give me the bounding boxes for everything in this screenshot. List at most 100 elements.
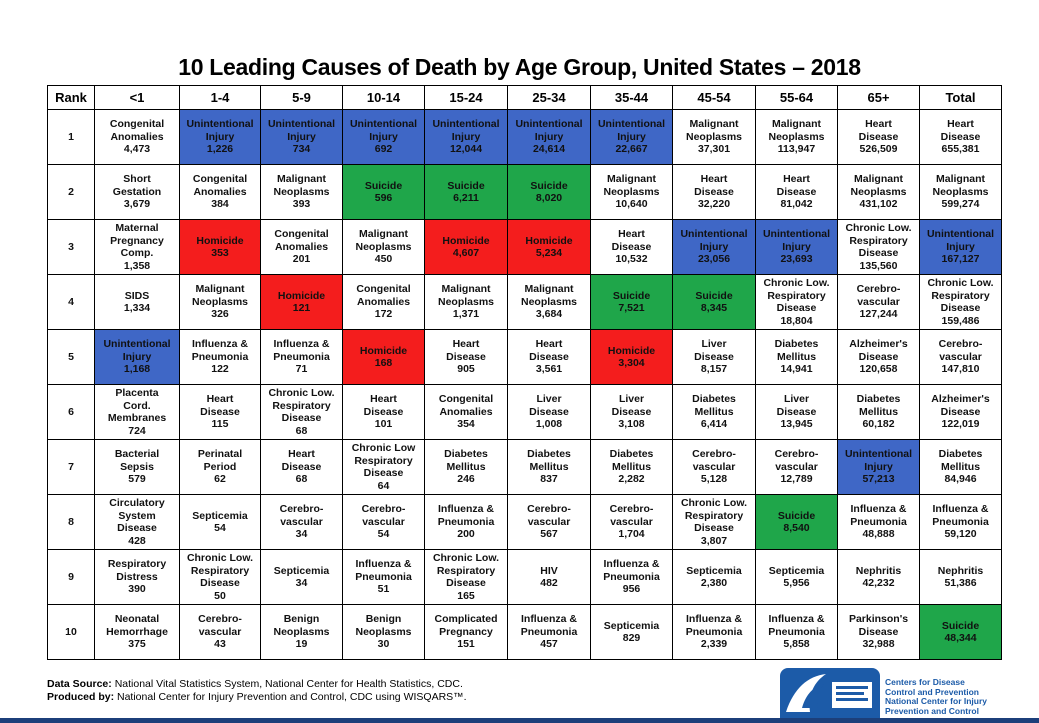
cause-label: Homicide — [196, 234, 244, 247]
cause-label: Malignant — [524, 283, 574, 296]
cause-label: Influenza & — [850, 503, 907, 516]
cause-label: Chronic Low. — [763, 277, 830, 289]
cause-cell: Neonatal Hemorrhage 375 — [94, 604, 180, 660]
cause-label: HIV — [540, 564, 558, 577]
rank-cell: 2 — [47, 164, 95, 220]
cause-label: Pneumonia — [273, 350, 330, 363]
cause-label: Benign — [283, 613, 320, 626]
cause-label: Influenza & — [768, 613, 825, 626]
table-row: 6 Placenta Cord. Membranes 724 Heart Disease 11… — [47, 384, 1002, 440]
cause-cell: Heart Disease 32,220 — [672, 164, 756, 220]
cause-label: Neoplasms — [355, 240, 412, 253]
cause-cell: Influenza & Pneumonia 51 — [342, 549, 425, 605]
cause-label: Disease — [446, 350, 486, 363]
cause-label: Unintentional — [349, 118, 418, 131]
cause-label: Congenital — [274, 228, 329, 241]
death-count: 167,127 — [941, 253, 980, 266]
cause-label: Unintentional — [926, 228, 995, 241]
cause-label: Suicide — [447, 179, 485, 192]
cause-cell: Septicemia 54 — [179, 494, 261, 550]
cause-label: Congenital — [192, 173, 248, 186]
cause-cell: Unintentional Injury 167,127 — [919, 219, 1002, 275]
cause-cell: Septicemia 5,956 — [755, 549, 838, 605]
death-count: 37,301 — [697, 143, 731, 156]
table-row: 2 Short Gestation 3,679 Congenital Anomalies 3… — [47, 164, 1002, 220]
cause-label: Chronic Low. — [432, 552, 500, 564]
cause-label: Neoplasms — [520, 295, 578, 308]
death-count: 724 — [128, 424, 146, 437]
cause-label: Injury — [287, 130, 316, 143]
death-count: 1,008 — [535, 418, 563, 431]
causes-of-death-table: Rank <1 1-4 5-9 10-14 15-24 25-34 35-44 45-54 55-… — [47, 85, 1002, 660]
death-count: 2,380 — [700, 577, 728, 589]
column-header-11: Total — [919, 85, 1002, 110]
death-count: 2,339 — [700, 638, 728, 651]
cause-cell: Septicemia 34 — [260, 549, 343, 605]
cause-label: Pneumonia — [520, 625, 578, 638]
cause-cell: Cerebro-vascular 54 — [342, 494, 425, 550]
cause-label: Gestation — [112, 185, 162, 198]
cause-label: Disease — [940, 130, 981, 143]
cause-cell: Heart Disease 115 — [179, 384, 261, 440]
cause-label: Heart — [783, 173, 810, 186]
cause-label: Injury — [451, 130, 481, 143]
cause-cell: Heart Disease 81,042 — [755, 164, 838, 220]
death-count: 596 — [374, 192, 393, 204]
cause-label: Disease — [940, 405, 981, 418]
cause-cell: Malignant Neoplasms 326 — [179, 274, 261, 330]
column-header-0: Rank — [47, 85, 95, 110]
cause-label: Hemorrhage — [106, 625, 168, 638]
death-count: 3,561 — [535, 363, 563, 376]
cdc-logo-text: Centers for Disease Control and Preventi… — [885, 677, 988, 716]
cause-label: Disease — [858, 625, 899, 638]
death-count: 7,521 — [618, 302, 645, 314]
cause-cell: Nephritis 51,386 — [919, 549, 1002, 605]
cause-label: Respiratory — [190, 564, 250, 577]
death-count: 5,858 — [783, 638, 810, 651]
cause-label: Respiratory — [767, 289, 826, 302]
death-count: 32,988 — [862, 638, 895, 651]
cause-label: Homicide — [607, 344, 656, 357]
death-count: 526,509 — [859, 143, 898, 156]
logo-line-3: National Center for Injury — [885, 696, 988, 706]
death-count: 457 — [540, 638, 558, 651]
cause-label: Neoplasms — [273, 185, 330, 198]
cause-label: Disease — [529, 350, 569, 363]
death-count: 68 — [295, 424, 308, 437]
cause-label: Suicide — [612, 289, 651, 302]
cause-label: Short — [123, 173, 151, 186]
cause-cell: Homicide 121 — [260, 274, 343, 330]
cause-label: Pneumonia — [850, 515, 907, 528]
rank-cell: 6 — [47, 384, 95, 440]
death-count: 151 — [457, 638, 475, 651]
cause-cell: Unintentional Injury 57,213 — [837, 439, 920, 495]
cause-label: Heart — [700, 173, 728, 186]
logo-line-1: Centers for Disease — [885, 677, 965, 687]
rank-cell: 3 — [47, 219, 95, 275]
rank-cell: 4 — [47, 274, 95, 330]
death-count: 34 — [295, 528, 308, 541]
death-count: 57,213 — [862, 473, 895, 486]
table-row: 9 Respiratory Distress 390 Chronic Low. Respi… — [47, 549, 1002, 605]
cause-label: Cerebro- — [279, 503, 324, 516]
cause-cell: Heart Disease 68 — [260, 439, 343, 495]
cause-label: Homicide — [525, 234, 573, 247]
cause-cell: SIDS 1,334 — [94, 274, 180, 330]
cause-label: Cerebro- — [609, 503, 654, 516]
cause-cell: Homicide 168 — [342, 329, 425, 385]
cause-label: Cerebro- — [774, 448, 819, 461]
cause-label: Pneumonia — [603, 570, 660, 583]
cause-label: Injury — [205, 130, 235, 143]
death-count: 734 — [292, 143, 311, 156]
cause-label: SIDS — [124, 289, 150, 302]
cause-cell: Bacterial Sepsis 579 — [94, 439, 180, 495]
cause-label: Cerebro- — [527, 503, 571, 516]
cause-label: Influenza & — [603, 558, 660, 571]
cause-label: Respiratory — [354, 454, 413, 467]
cause-label: Disease — [694, 522, 734, 534]
cause-cell: Suicide 596 — [342, 164, 425, 220]
death-count: 121 — [292, 302, 311, 314]
cause-label: Sepsis — [120, 460, 154, 473]
cause-label: Injury — [946, 240, 975, 253]
cause-label: Respiratory — [272, 399, 331, 412]
